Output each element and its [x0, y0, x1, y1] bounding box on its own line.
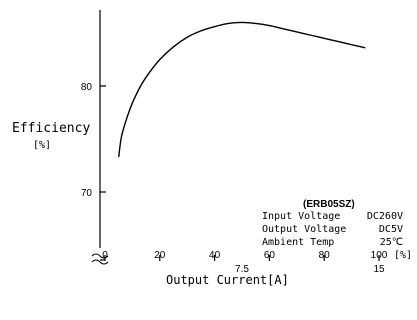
x-axis-title: Output Current[A]	[166, 273, 289, 287]
x-tick-label: 0	[102, 250, 108, 261]
x-tick-label: 60	[264, 250, 276, 261]
annotation-input-voltage-label: Input Voltage	[262, 211, 340, 222]
efficiency-series-line	[118, 21, 366, 158]
x-secondary-tick-label: 15	[373, 264, 385, 275]
x-ticks: 0 20 40 60 80 100	[102, 250, 388, 261]
y-tick-label: 70	[81, 188, 93, 199]
y-axis-break-icon	[91, 253, 109, 265]
y-ticks: 70 80	[81, 82, 106, 199]
x-axis-unit: [%]	[394, 250, 412, 261]
series-group	[118, 21, 366, 158]
y-axis-unit: [%]	[33, 140, 51, 151]
x-secondary-tick-label: 7.5	[235, 264, 249, 275]
y-axis-title: Efficiency	[12, 121, 90, 136]
y-tick-label: 80	[81, 82, 93, 93]
x-secondary-ticks: 7.5 15	[235, 264, 385, 275]
x-tick-label: 20	[154, 250, 166, 261]
x-tick-label: 100	[371, 250, 388, 261]
annotation-output-voltage-label: Output Voltage	[262, 224, 346, 235]
annotation-output-voltage-value: DC5V	[379, 224, 403, 235]
conditions-annotation: (ERB05SZ) Input Voltage DC260V Output Vo…	[262, 199, 403, 248]
x-tick-label: 80	[319, 250, 331, 261]
annotation-input-voltage-value: DC260V	[367, 211, 403, 222]
x-tick-label: 40	[209, 250, 221, 261]
annotation-ambient-temp-value: 25℃	[380, 237, 403, 248]
annotation-ambient-temp-label: Ambient Temp	[262, 237, 334, 248]
annotation-model: (ERB05SZ)	[303, 199, 355, 210]
